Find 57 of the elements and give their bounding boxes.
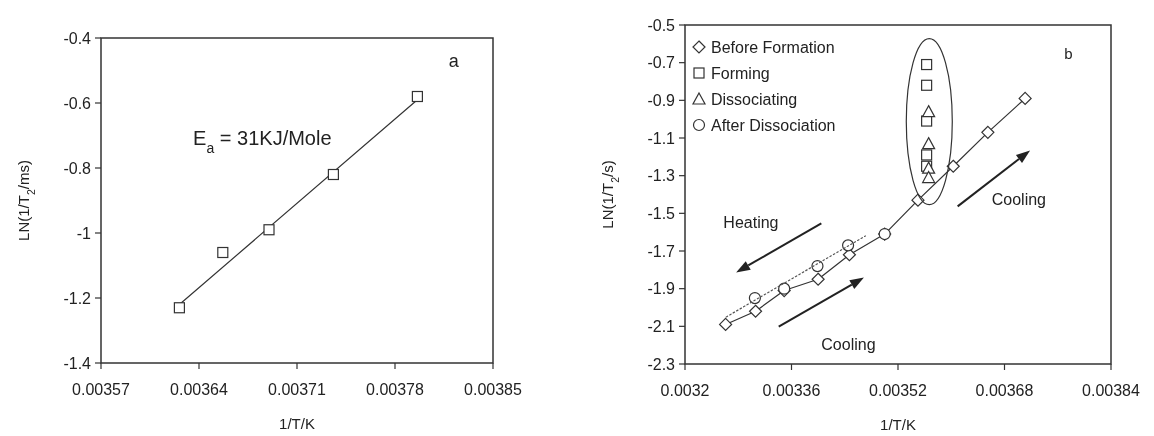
y-tick-label: -2.3 (647, 355, 676, 373)
y-tick-label: -1.5 (647, 204, 676, 222)
x-tick-label: 0.0032 (660, 382, 710, 399)
point (263, 224, 275, 236)
y-tick-label: -1 (76, 224, 92, 242)
point (842, 248, 857, 262)
point (921, 79, 933, 91)
legend-label: Dissociating (711, 90, 798, 108)
annotation: E$_{a}$ = 31KJ/Mole (193, 127, 332, 157)
annotation: Cooling (821, 336, 876, 354)
point (748, 304, 763, 318)
point (811, 272, 825, 286)
point (981, 125, 995, 139)
y-tick-label: -2.1 (647, 317, 676, 335)
y-tick-label: -0.7 (647, 54, 676, 72)
x-tick-label: 0.00357 (72, 381, 131, 398)
y-tick-label: -1.3 (647, 167, 676, 185)
point (173, 302, 185, 314)
x-tick-label: 0.00378 (366, 381, 425, 398)
annotation: Heating (723, 214, 779, 232)
x-tick-label: 0.00384 (1082, 382, 1141, 399)
point (922, 137, 936, 150)
y-tick-label: -0.5 (647, 16, 676, 34)
x-tick-label: 0.00371 (268, 381, 327, 398)
x-axis-title: 1/T/K (880, 416, 916, 433)
point (878, 227, 891, 241)
point (719, 317, 733, 332)
point (1018, 91, 1032, 106)
y-tick-label: -0.9 (647, 91, 676, 109)
y-tick-label: -1.4 (63, 354, 92, 372)
annotation: Cooling (991, 190, 1046, 208)
x-tick-label: 0.00336 (762, 382, 821, 399)
point (922, 105, 936, 118)
y-tick-label: -0.4 (63, 29, 92, 47)
y-tick-label: -1.7 (647, 242, 676, 260)
point (946, 159, 960, 173)
x-tick-label: 0.00352 (869, 382, 928, 399)
x-tick-label: 0.00364 (170, 381, 229, 398)
legend-label: Forming (711, 64, 770, 82)
point (327, 168, 339, 181)
y-tick-label: -1.9 (647, 280, 676, 298)
x-tick-label: 0.00385 (464, 381, 523, 398)
point (411, 90, 423, 103)
point (921, 58, 933, 71)
annotation: b (1064, 44, 1073, 62)
y-tick-label: -1.1 (647, 129, 676, 147)
point (921, 149, 933, 161)
annotation: a (448, 51, 460, 72)
y-tick-label: -0.8 (63, 159, 92, 177)
y-tick-label: -0.6 (63, 94, 92, 112)
x-axis-title: 1/T/K (279, 415, 315, 432)
point (217, 246, 229, 259)
legend-label: After Dissociation (711, 116, 836, 134)
x-tick-label: 0.00368 (975, 382, 1034, 399)
point (922, 170, 936, 184)
legend-label: Before Formation (711, 38, 835, 56)
y-tick-label: -1.2 (63, 289, 92, 307)
